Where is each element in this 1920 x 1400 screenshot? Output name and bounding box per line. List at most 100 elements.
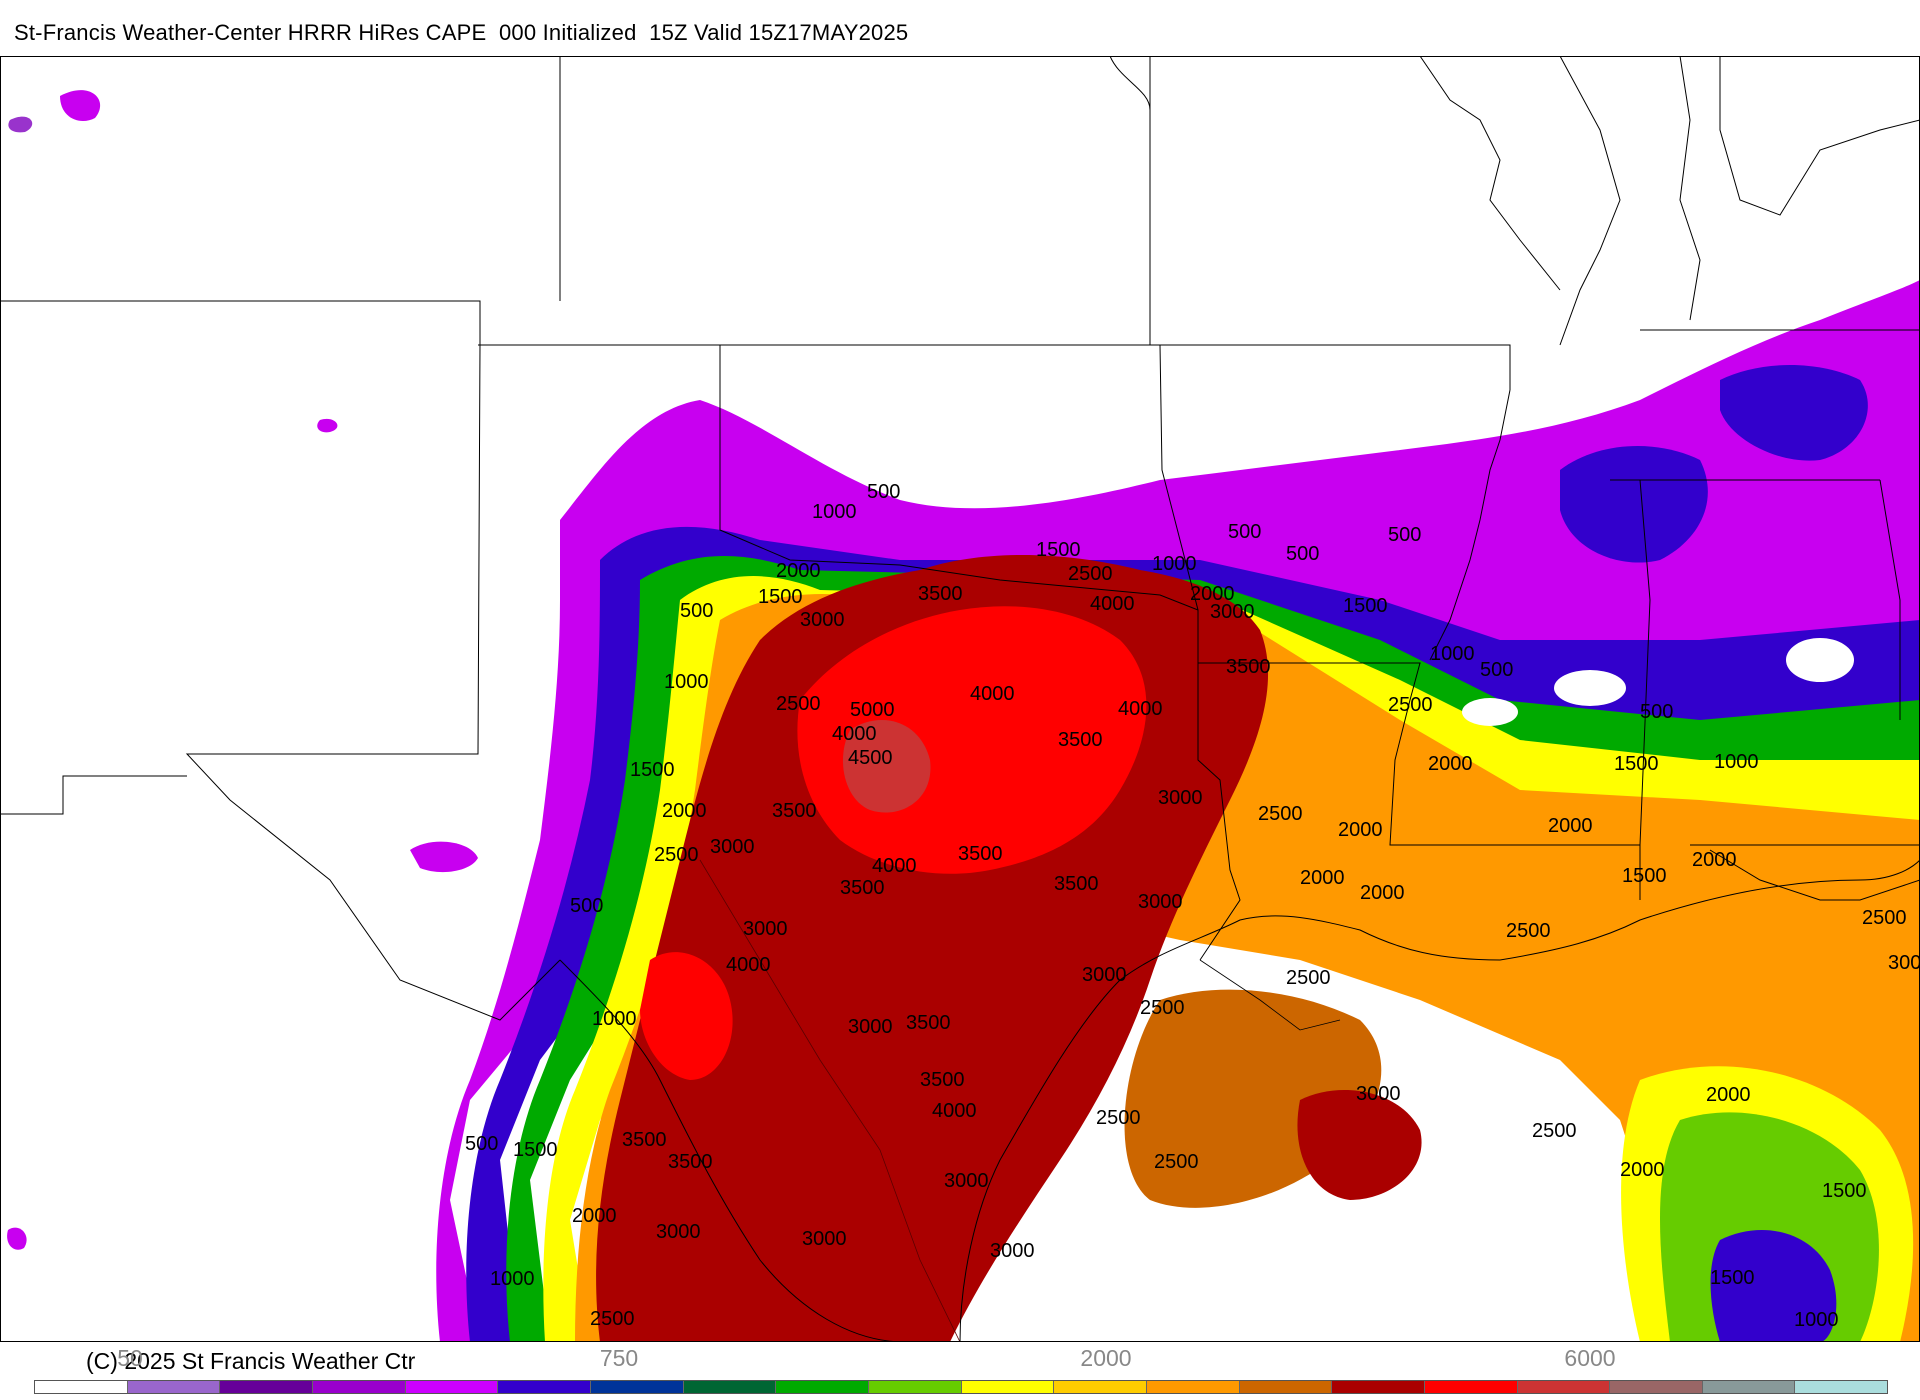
contour-label: 3000 (802, 1228, 847, 1250)
contour-label: 2500 (1154, 1151, 1199, 1173)
colorbar-swatch (961, 1381, 1055, 1393)
contour-label: 3000 (1138, 891, 1183, 913)
contour-label: 1500 (1822, 1180, 1867, 1202)
contour-label: 2500 (1388, 694, 1433, 716)
contour-label: 2500 (1506, 920, 1551, 942)
gulf-coastline (559, 959, 901, 1342)
contour-label: 4000 (726, 954, 771, 976)
cape-blob (410, 841, 478, 873)
contour-label: 3500 (906, 1012, 951, 1034)
contour-label: 500 (570, 895, 603, 917)
contour-label: 4000 (932, 1100, 977, 1122)
contour-label: 3000 (800, 609, 845, 631)
contour-label: 2500 (1140, 997, 1185, 1019)
contour-label: 1000 (1714, 751, 1759, 773)
gulf-coastline (959, 859, 1920, 1342)
contour-label: 2000 (1300, 867, 1345, 889)
colorbar-swatch (868, 1381, 962, 1393)
cape-band-ne-blue (1560, 446, 1708, 563)
contour-label: 500 (1640, 701, 1673, 723)
contour-label: 3000 (1158, 787, 1203, 809)
contour-label: 2500 (1286, 967, 1331, 989)
contour-label: 2000 (776, 560, 821, 582)
colorbar-swatch (1610, 1381, 1703, 1393)
state-boundaries (0, 56, 1920, 1021)
contour-label: 1500 (1036, 539, 1081, 561)
contour-label: 2500 (1096, 1107, 1141, 1129)
cape-clear-patch (1786, 638, 1854, 682)
contour-label: 3000 (944, 1170, 989, 1192)
river (1199, 959, 1341, 1031)
contour-label: 2500 (590, 1308, 635, 1330)
contour-label: 3000 (710, 836, 755, 858)
colorbar-tick-50: 50 (117, 1345, 143, 1371)
contour-label: 3000 (1082, 964, 1127, 986)
contour-label: 1500 (1343, 595, 1388, 617)
cape-band-maxcore (842, 720, 931, 813)
contour-label: 2500 (1532, 1120, 1577, 1142)
colorbar-tick-750: 750 (599, 1345, 639, 1371)
contour-label: 500 (1388, 524, 1421, 546)
contour-label: 1500 (1614, 753, 1659, 775)
colorbar-swatch (35, 1381, 128, 1393)
contour-label: 3500 (668, 1151, 713, 1173)
contour-label: 4000 (1118, 698, 1163, 720)
colorbar-tick-6000: 6000 (1564, 1345, 1616, 1371)
cape-band-purple (436, 280, 1920, 1342)
contour-label: 3500 (772, 800, 817, 822)
contour-label: 1500 (1622, 865, 1667, 887)
colorbar-tick-2000: 2000 (1080, 1345, 1132, 1371)
contour-labels: 500 1000 2000 1500 3000 3500 1500 2500 4000 1000 5… (465, 481, 1920, 1331)
cape-blob (7, 1227, 27, 1250)
colorbar-swatch (1424, 1381, 1518, 1393)
contour-label: 3500 (920, 1069, 965, 1091)
cape-band-se-blue (1710, 1230, 1837, 1342)
cape-blob (60, 90, 101, 122)
cape-band-ne-blue-2 (1720, 365, 1868, 461)
colorbar-swatch (1054, 1381, 1147, 1393)
contour-label: 500 (1228, 521, 1261, 543)
colorbar-swatch (220, 1381, 313, 1393)
contour-label: 3000 (1888, 952, 1920, 974)
colorbar-swatch (776, 1381, 869, 1393)
colorbar-swatch (1795, 1381, 1888, 1393)
contour-label: 500 (1480, 659, 1513, 681)
contour-label: 1500 (513, 1139, 558, 1161)
contour-label: 1000 (592, 1008, 637, 1030)
contour-label: 1000 (1152, 553, 1197, 575)
contour-label: 500 (1286, 543, 1319, 565)
colorbar-swatch (405, 1381, 499, 1393)
contour-label: 3500 (918, 583, 963, 605)
colorbar-swatch (312, 1381, 406, 1393)
colorbar-swatch (590, 1381, 684, 1393)
colorbar-swatch (127, 1381, 221, 1393)
cape-clear-patch (1462, 698, 1518, 726)
colorbar-swatch (498, 1381, 591, 1393)
contour-label: 3500 (1226, 656, 1271, 678)
contour-label: 3500 (622, 1129, 667, 1151)
contour-label: 4000 (970, 683, 1015, 705)
contour-label: 2500 (654, 844, 699, 866)
contour-label: 1000 (812, 501, 857, 523)
contour-label: 4000 (832, 723, 877, 745)
colorbar-swatch (1517, 1381, 1611, 1393)
cape-map: 500 1000 2000 1500 3000 3500 1500 2500 4000 1000 5… (0, 56, 1920, 1342)
colorbar-swatch (1146, 1381, 1240, 1393)
contour-label: 3500 (1058, 729, 1103, 751)
contour-label: 1000 (1794, 1309, 1839, 1331)
contour-label: 3500 (958, 843, 1003, 865)
colorbar-swatch (683, 1381, 777, 1393)
contour-label: 3000 (990, 1240, 1035, 1262)
contour-label: 3000 (1210, 601, 1255, 623)
cape-blob (8, 116, 33, 133)
cape-clear-patch (1554, 670, 1626, 706)
contour-label: 2000 (572, 1205, 617, 1227)
contour-label: 2000 (1706, 1084, 1751, 1106)
contour-label: 1500 (1710, 1267, 1755, 1289)
cape-band-red-south (640, 952, 733, 1080)
colorbar (34, 1380, 1888, 1394)
contour-label: 2000 (1548, 815, 1593, 837)
contour-label: 2000 (1428, 753, 1473, 775)
map-title: St-Francis Weather-Center HRRR HiRes CAP… (14, 20, 909, 45)
contour-label: 2000 (1620, 1159, 1665, 1181)
